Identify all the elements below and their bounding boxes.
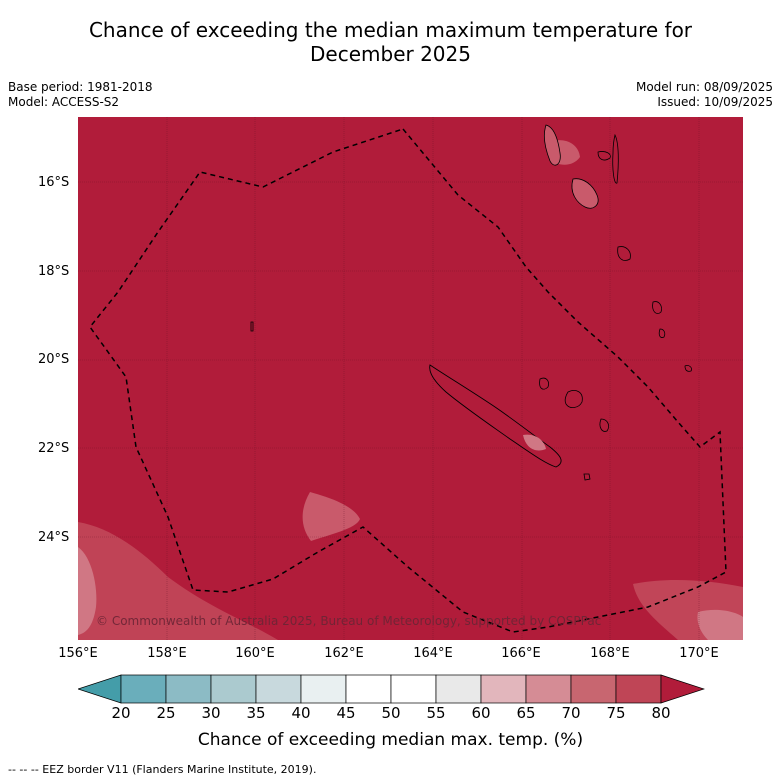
- lat-label-24s: 24°S: [38, 530, 70, 545]
- title-line-2: December 2025: [310, 42, 471, 66]
- colorbar-segment: [480, 674, 527, 704]
- probability-patch-southeast-inner: [697, 609, 743, 640]
- base-period: Base period: 1981-2018: [8, 80, 153, 94]
- lon-label-164e: 164°E: [413, 646, 453, 661]
- chart-title: Chance of exceeding the median maximum t…: [0, 18, 781, 66]
- probability-patch-west: [78, 522, 278, 640]
- colorbar-segment: [255, 674, 302, 704]
- colorbar-tick-label: 45: [336, 704, 356, 722]
- colorbar-tick-label: 25: [156, 704, 176, 722]
- colorbar-tick-label: 80: [651, 704, 671, 722]
- isle-of-pines: [583, 473, 591, 481]
- lon-label-160e: 160°E: [235, 646, 275, 661]
- probability-patch-central: [302, 492, 360, 541]
- meta-left: Base period: 1981-2018 Model: ACCESS-S2: [8, 80, 153, 110]
- lon-label-162e: 162°E: [324, 646, 364, 661]
- vanuatu-tanna: [652, 301, 662, 314]
- colorbar-tick-label: 50: [381, 704, 401, 722]
- colorbar-tick-label: 20: [111, 704, 131, 722]
- loyalty-island-2: [564, 390, 583, 408]
- model-name: Model: ACCESS-S2: [8, 95, 120, 109]
- map-panel: [78, 117, 743, 640]
- lat-label-22s: 22°S: [38, 441, 70, 456]
- chesterfield-islet: [250, 321, 254, 332]
- colorbar-segment: [210, 674, 257, 704]
- vanuatu-island-4: [612, 133, 619, 184]
- vanuatu-malakula: [571, 178, 599, 209]
- colorbar-tick-label: 75: [606, 704, 626, 722]
- colorbar-tick-label: 65: [516, 704, 536, 722]
- lon-label-166e: 166°E: [501, 646, 541, 661]
- colorbar-high-extension: [660, 674, 705, 704]
- colorbar-tick-label: 70: [561, 704, 581, 722]
- vanuatu-aneityum: [658, 328, 666, 338]
- lat-label-18s: 18°S: [38, 264, 70, 279]
- colorbar-segment: [345, 674, 392, 704]
- colorbar-tick-label: 30: [201, 704, 221, 722]
- loyalty-island-1: [539, 377, 549, 390]
- colorbar-segment: [120, 674, 167, 704]
- vanuatu-island-8: [684, 365, 692, 372]
- colorbar-tick-label: 55: [426, 704, 446, 722]
- copyright-notice: © Commonwealth of Australia 2025, Bureau…: [96, 614, 602, 628]
- title-line-1: Chance of exceeding the median maximum t…: [88, 18, 693, 42]
- colorbar-segment: [525, 674, 572, 704]
- colorbar-segment: [435, 674, 482, 704]
- colorbar-segment: [300, 674, 347, 704]
- lon-label-168e: 168°E: [590, 646, 630, 661]
- vanuatu-island-3: [597, 151, 611, 161]
- vanuatu-espiritu-santo: [543, 124, 561, 166]
- lon-label-170e: 170°E: [679, 646, 719, 661]
- lon-label-158e: 158°E: [147, 646, 187, 661]
- colorbar-tick-label: 40: [291, 704, 311, 722]
- lon-label-156e: 156°E: [58, 646, 98, 661]
- eez-border: [89, 128, 727, 633]
- model-run: Model run: 08/09/2025: [635, 80, 773, 94]
- colorbar-segment: [570, 674, 617, 704]
- colorbar: [78, 674, 705, 704]
- colorbar-segment: [390, 674, 437, 704]
- colorbar-tick-label: 60: [471, 704, 491, 722]
- lat-label-16s: 16°S: [38, 175, 70, 190]
- colorbar-tick-label: 35: [246, 704, 266, 722]
- eez-footnote: -- -- -- EEZ border V11 (Flanders Marine…: [8, 763, 317, 776]
- new-caledonia-light-patch: [523, 434, 546, 451]
- graticule: [78, 117, 743, 640]
- colorbar-segments: [120, 674, 662, 704]
- meta-right: Model run: 08/09/2025 Issued: 10/09/2025: [636, 80, 773, 110]
- probability-patch-west-inner: [78, 547, 97, 635]
- vanuatu-efate: [617, 246, 631, 261]
- colorbar-low-extension: [78, 674, 122, 704]
- issued-date: Issued: 10/09/2025: [657, 95, 773, 109]
- colorbar-segment: [615, 674, 662, 704]
- colorbar-segment: [165, 674, 212, 704]
- loyalty-island-3: [599, 418, 609, 432]
- colorbar-title: Chance of exceeding median max. temp. (%…: [197, 730, 584, 750]
- lat-label-20s: 20°S: [38, 352, 70, 367]
- map-svg: [78, 117, 743, 640]
